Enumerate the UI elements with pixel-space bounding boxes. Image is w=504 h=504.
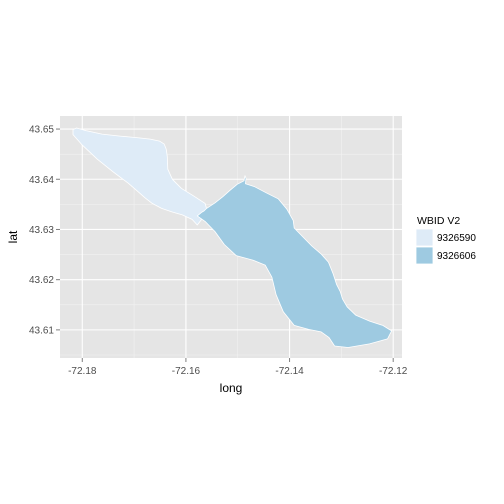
legend-swatch xyxy=(415,228,434,247)
x-tick-labels: -72.18 -72.16 -72.14 -72.12 xyxy=(68,366,408,377)
x-tick-label: -72.16 xyxy=(172,366,201,377)
y-tick-label: 43.61 xyxy=(29,325,54,336)
x-axis-title: long xyxy=(220,381,243,395)
legend-title: WBID V2 xyxy=(417,215,460,227)
y-tick-label: 43.64 xyxy=(29,175,54,186)
y-axis-title: lat xyxy=(6,230,20,243)
legend-label: 9326606 xyxy=(437,251,476,262)
axis-ticks xyxy=(56,128,394,362)
legend-label: 9326590 xyxy=(437,233,476,244)
x-tick-label: -72.12 xyxy=(379,366,408,377)
y-tick-labels: 43.61 43.62 43.63 43.64 43.65 xyxy=(29,125,54,337)
x-tick-label: -72.14 xyxy=(275,366,304,377)
y-tick-label: 43.65 xyxy=(29,125,54,136)
x-tick-label: -72.18 xyxy=(68,366,97,377)
legend: WBID V2 9326590 9326606 xyxy=(415,215,476,265)
water-body-9326606 xyxy=(196,175,393,348)
y-tick-label: 43.63 xyxy=(29,225,54,236)
water-body-polygons xyxy=(72,127,393,348)
legend-swatch xyxy=(415,246,434,265)
legend-entries: 9326590 9326606 xyxy=(415,228,476,265)
y-tick-label: 43.62 xyxy=(29,275,54,286)
